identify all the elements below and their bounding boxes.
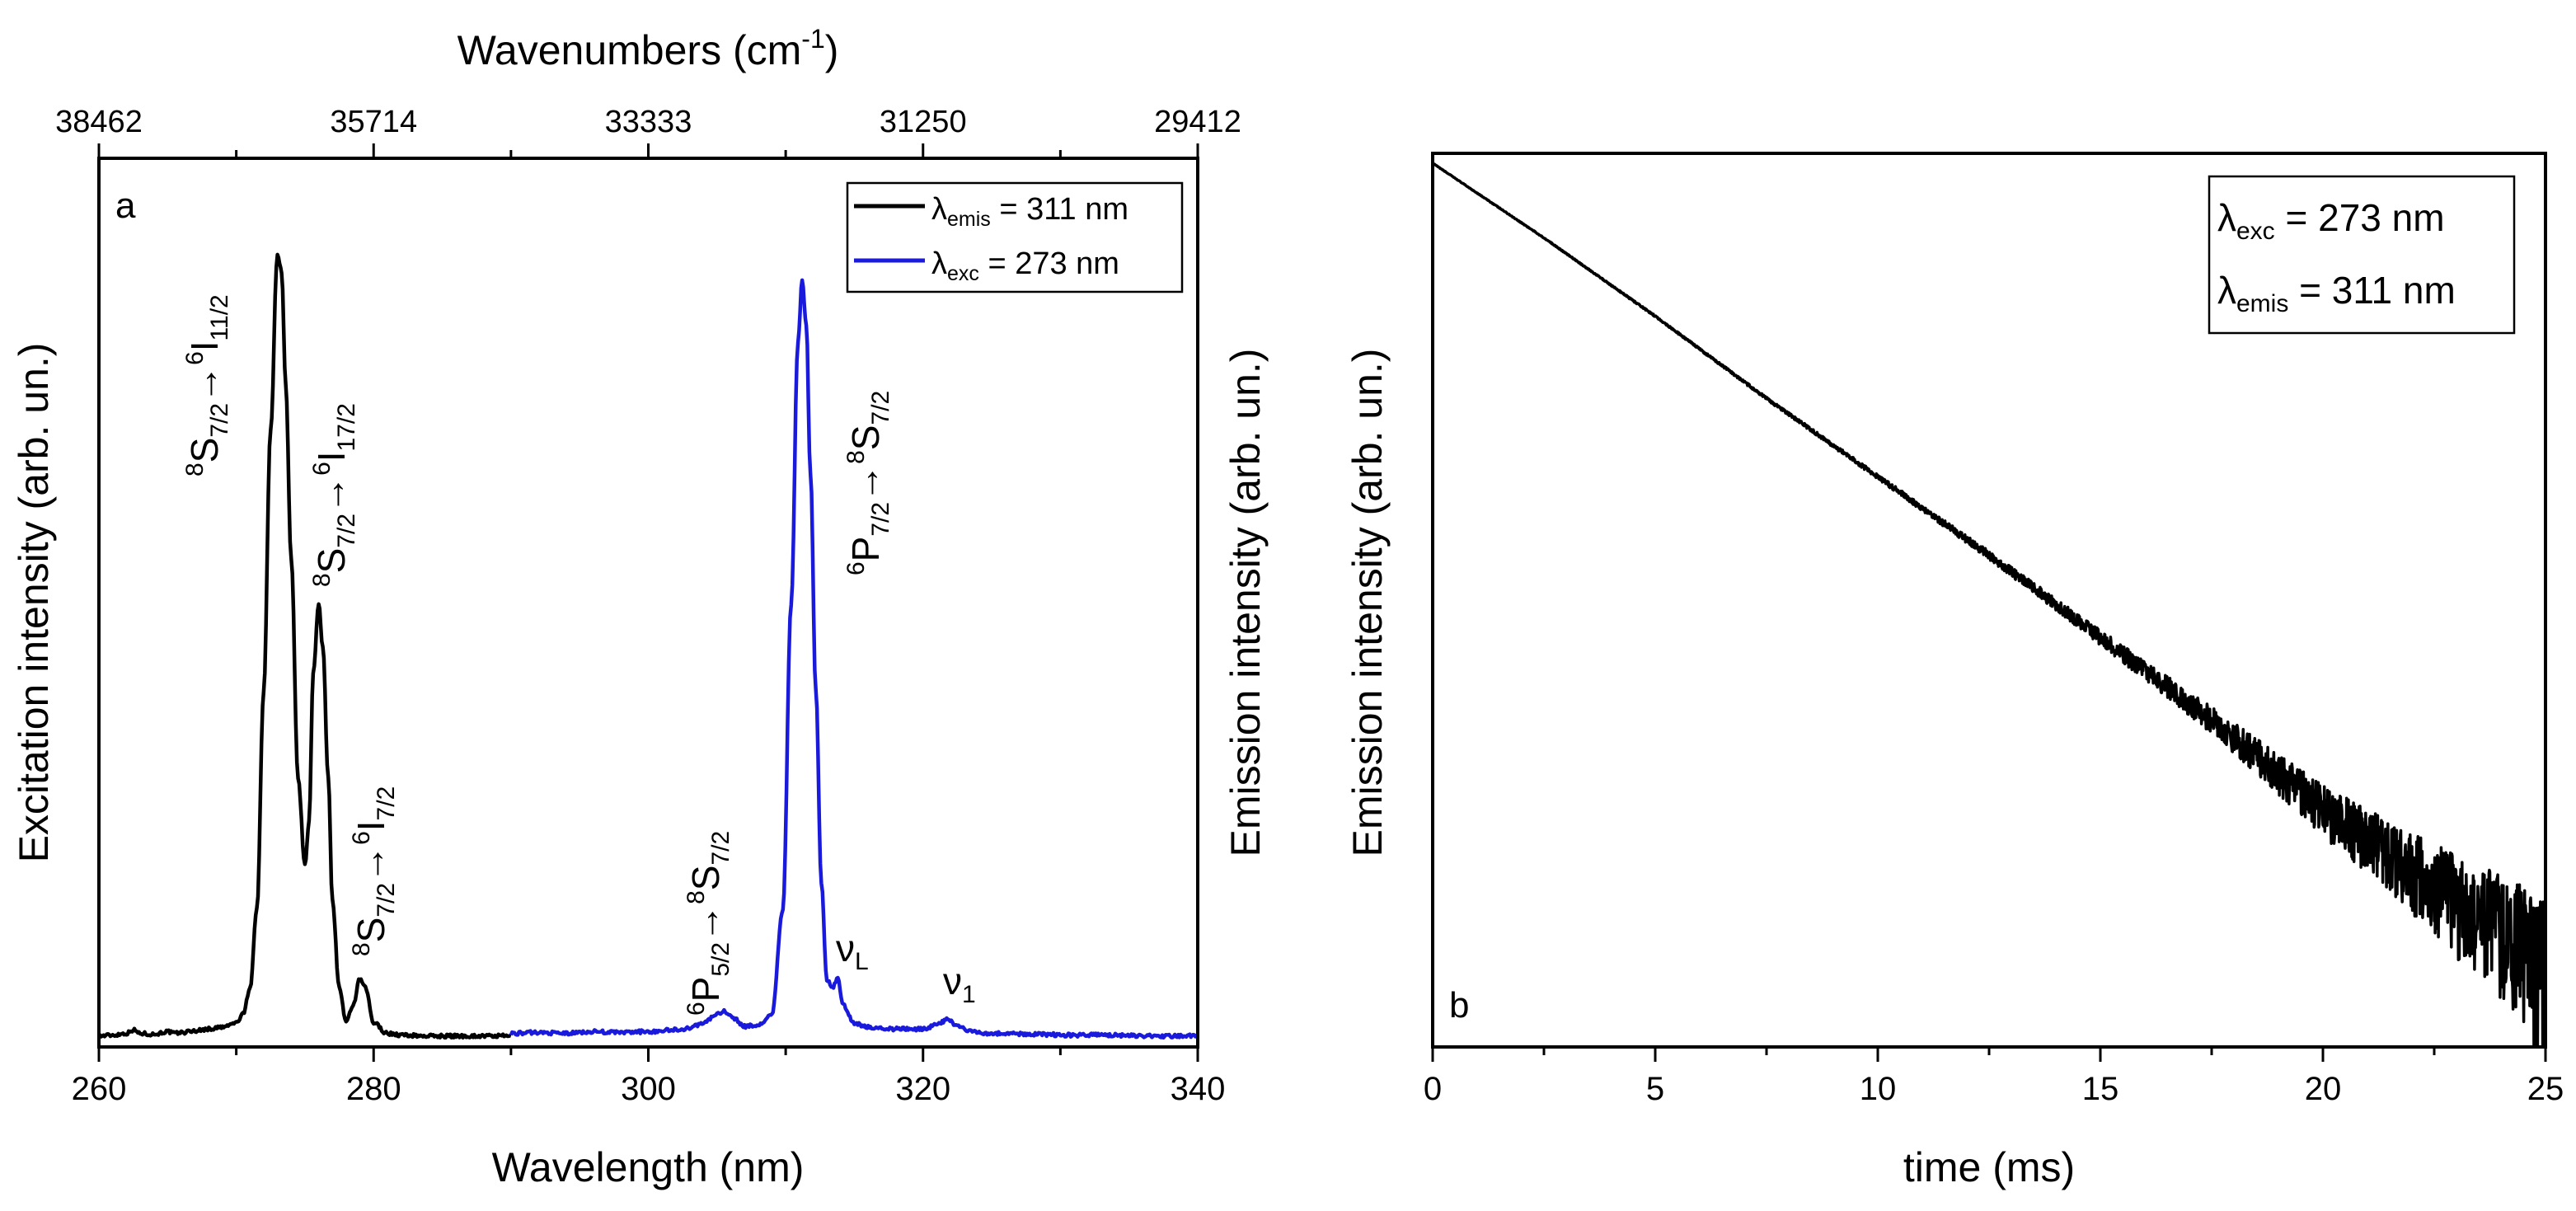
- panel-a-y-axis-title: Excitation intensity (arb. un.): [11, 343, 57, 863]
- panel-a-x-axis-title: Wavelength (nm): [492, 1144, 805, 1190]
- x-tick-label: 15: [2082, 1071, 2119, 1107]
- x-tick-label: 5: [1646, 1071, 1664, 1107]
- series-line-emission: [509, 278, 1199, 1040]
- top-tick-label: 35714: [330, 105, 417, 139]
- panel-b-legend-box: [2208, 175, 2516, 335]
- panel-b-x-axis-title: time (ms): [1903, 1144, 2075, 1190]
- panel-a-top-axis-title: Wavenumbers (cm-1): [457, 24, 839, 73]
- panel-b-y-axis-title: Emission intensity (arb. un.): [1344, 349, 1391, 857]
- annotation-8S72-6I72: 8S7/2→6I7/2: [348, 786, 400, 956]
- panel-a-label: a: [115, 185, 136, 226]
- x-tick-label: 20: [2305, 1071, 2342, 1107]
- panel-b-decay-chart: 0 5 10 15 20 25 b time (ms) Emission intensit…: [1222, 152, 2564, 1190]
- x-tick-label: 320: [895, 1071, 950, 1107]
- x-tick-label: 10: [1860, 1071, 1897, 1107]
- panel-a-top-ticks: 38462 35714 33333 31250 29412: [55, 105, 1241, 158]
- panel-a-excitation-emission-chart: 260 280 300 320 340 38462 35714 33333 31250 2941…: [11, 24, 1241, 1190]
- panel-b-legend: λexc = 273 nm λemis = 311 nm: [2208, 175, 2516, 335]
- panel-b-label: b: [1449, 985, 1469, 1026]
- panel-a-legend: λemis = 311 nm λexc = 273 nm: [846, 181, 1184, 293]
- x-tick-label: 340: [1171, 1071, 1226, 1107]
- top-tick-label: 29412: [1154, 105, 1241, 139]
- series-line-decay: [1431, 162, 2547, 1048]
- annotation-8S72-6I112: 8S7/2→6I11/2: [181, 294, 233, 476]
- series-line-excitation: [96, 252, 512, 1040]
- panel-b-y-axis-title-outer: Emission intensity (arb. un.): [1222, 349, 1269, 857]
- x-tick-label: 25: [2527, 1071, 2564, 1107]
- x-tick-label: 300: [621, 1071, 676, 1107]
- panel-a-legend-entry-exc: λexc = 273 nm: [931, 246, 1119, 285]
- annotation-6P52-8S72: 6P5/2→8S7/2: [683, 831, 734, 1016]
- panel-b-x-ticks: 0 5 10 15 20 25: [1424, 1047, 2564, 1107]
- panel-a-legend-entry-emis: λemis = 311 nm: [931, 192, 1128, 231]
- panel-a-x-ticks: 260 280 300 320 340: [72, 1047, 1226, 1107]
- annotation-nu-L: νL: [836, 927, 869, 975]
- annotation-nu-1: ν1: [943, 960, 976, 1008]
- panel-b-legend-entry-exc: λexc = 273 nm: [2217, 196, 2445, 245]
- annotation-8S72-6I172: 8S7/2→6I17/2: [308, 403, 360, 587]
- panel-a-legend-box: [846, 181, 1184, 293]
- annotation-6P72-8S72: 6P7/2→8S7/2: [842, 391, 894, 575]
- panel-b-curves: [1431, 162, 2547, 1048]
- x-tick-label: 0: [1424, 1071, 1442, 1107]
- x-tick-label: 260: [72, 1071, 127, 1107]
- x-tick-label: 280: [346, 1071, 401, 1107]
- top-tick-label: 33333: [605, 105, 692, 139]
- panel-b-legend-entry-emis: λemis = 311 nm: [2217, 269, 2456, 317]
- top-tick-label: 38462: [55, 105, 143, 139]
- panel-a-curves: [96, 252, 1199, 1040]
- top-tick-label: 31250: [880, 105, 967, 139]
